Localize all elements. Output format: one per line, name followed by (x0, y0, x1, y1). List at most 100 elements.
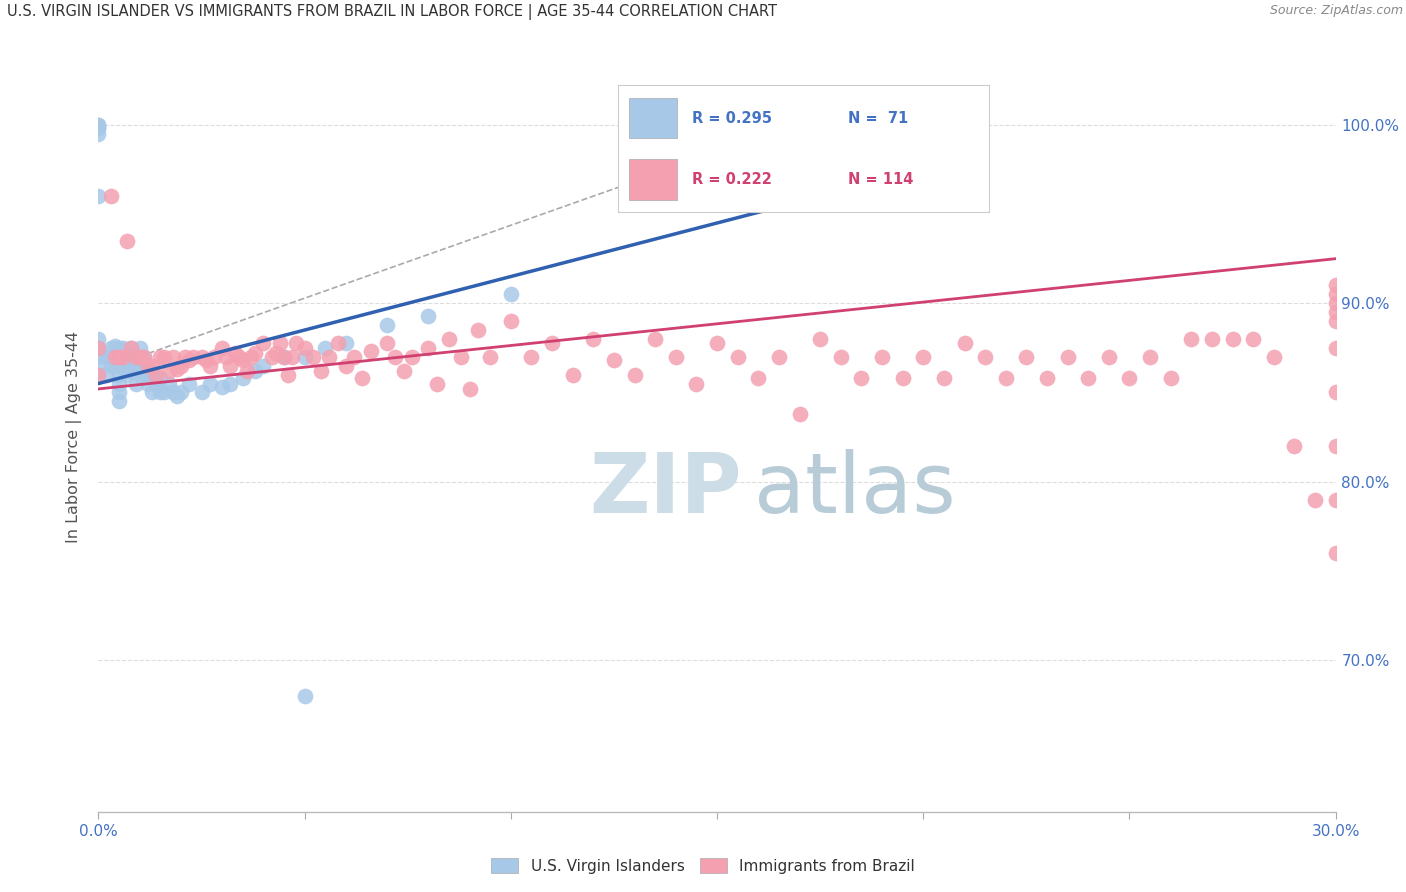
Point (162, 350, 184, 364)
Point (375, 335, 398, 350)
Point (128, 359, 150, 373)
Point (108, 341, 131, 355)
Point (104, 350, 127, 364)
Point (108, 385, 131, 400)
Point (136, 364, 159, 378)
Point (128, 350, 150, 364)
Point (384, 350, 406, 364)
Point (132, 364, 155, 378)
Point (932, 371, 955, 385)
Point (117, 350, 139, 364)
Point (294, 341, 316, 355)
Point (1201, 332, 1223, 346)
Point (108, 350, 131, 364)
Point (623, 368, 645, 382)
Point (685, 376, 707, 391)
Point (1324, 278, 1347, 293)
Point (437, 332, 460, 346)
Point (360, 344, 382, 359)
Point (252, 359, 274, 373)
Point (994, 371, 1017, 385)
Point (174, 350, 197, 364)
Point (1324, 341, 1347, 355)
Point (1324, 296, 1347, 310)
Point (132, 350, 155, 364)
Point (243, 346, 266, 360)
Point (87, 368, 110, 382)
Point (281, 350, 304, 364)
Point (145, 368, 167, 382)
Point (426, 376, 449, 391)
Point (789, 407, 811, 421)
Point (120, 364, 142, 378)
Point (392, 364, 415, 378)
Point (96, 350, 118, 364)
Point (891, 371, 914, 385)
Point (1324, 492, 1347, 507)
Point (352, 371, 374, 385)
Point (1077, 371, 1099, 385)
Point (157, 376, 180, 391)
Point (264, 346, 287, 360)
Point (302, 350, 325, 364)
Point (149, 350, 172, 364)
Point (974, 350, 997, 364)
Point (1160, 371, 1182, 385)
Point (665, 350, 688, 364)
Point (87, 121, 110, 136)
Point (117, 368, 139, 382)
Point (128, 368, 150, 382)
Point (100, 189, 122, 203)
Point (706, 335, 728, 350)
Point (870, 350, 893, 364)
Point (260, 350, 283, 364)
Point (277, 368, 299, 382)
Point (228, 350, 250, 364)
Point (211, 341, 233, 355)
Text: Source: ZipAtlas.com: Source: ZipAtlas.com (1270, 4, 1403, 18)
Point (520, 350, 543, 364)
Point (166, 362, 188, 376)
Point (132, 350, 155, 364)
Point (124, 376, 146, 391)
Point (269, 335, 291, 350)
Point (1324, 287, 1347, 301)
Point (561, 368, 583, 382)
Point (104, 350, 127, 364)
Point (479, 350, 502, 364)
Point (108, 394, 131, 409)
Point (1324, 385, 1347, 400)
Point (1056, 350, 1078, 364)
Point (240, 350, 263, 364)
Point (87, 368, 110, 382)
Point (190, 385, 212, 400)
Point (499, 287, 522, 301)
Point (768, 350, 790, 364)
Point (87, 189, 110, 203)
Point (120, 341, 142, 355)
Point (418, 341, 440, 355)
Point (343, 350, 366, 364)
Point (179, 353, 201, 368)
Legend: U.S. Virgin Islanders, Immigrants from Brazil: U.S. Virgin Islanders, Immigrants from B… (485, 852, 921, 880)
Point (124, 350, 146, 364)
Point (1241, 332, 1264, 346)
Point (141, 359, 163, 373)
Point (198, 359, 221, 373)
Point (117, 359, 139, 373)
Point (100, 350, 122, 364)
Point (100, 359, 122, 373)
Point (1324, 439, 1347, 453)
Point (458, 382, 481, 396)
Point (1263, 350, 1285, 364)
Point (318, 350, 340, 364)
Point (87, 341, 110, 355)
Point (104, 339, 127, 353)
Point (87, 332, 110, 346)
Point (1180, 332, 1202, 346)
Point (87, 359, 110, 373)
Point (87, 127, 110, 141)
Point (808, 332, 831, 346)
Point (145, 376, 167, 391)
Point (1324, 546, 1347, 560)
